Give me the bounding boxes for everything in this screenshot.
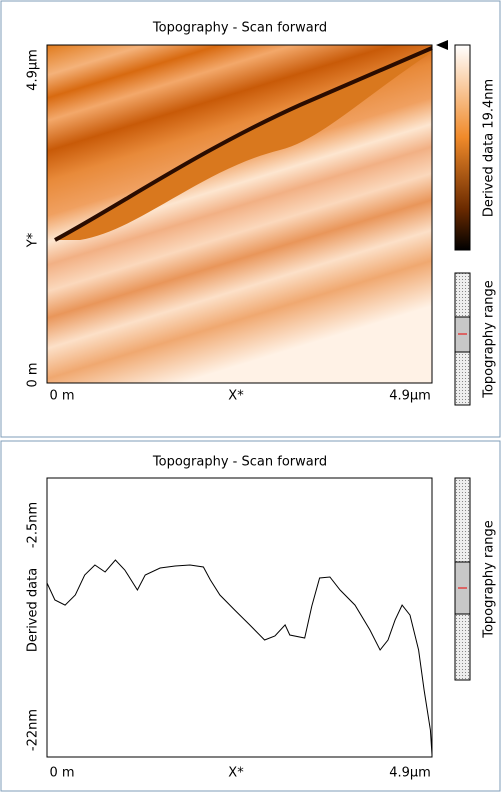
step-edge [54, 46, 433, 242]
colorbar-label: Derived data 19.4nm [482, 79, 497, 217]
axis-label: X* [228, 766, 244, 781]
axis-label: X* [228, 389, 244, 404]
panel-title: Topography - Scan forward [152, 21, 327, 36]
axis-label: 4.9µm [389, 389, 431, 404]
axis-label: 4.9µm [389, 766, 431, 781]
profile-line [46, 559, 433, 756]
axis-label: 4.9µm [26, 49, 41, 91]
axis-label: -22nm [26, 709, 41, 751]
axis-label: 0 m [26, 362, 41, 387]
colorbar [454, 44, 471, 251]
axis-label: Derived data [26, 568, 41, 652]
axis-label: 0 m [49, 389, 74, 404]
panel-title: Topography - Scan forward [152, 455, 327, 470]
image-border [46, 44, 433, 384]
cursor-marker[interactable] [436, 40, 448, 50]
axis-label: Y* [26, 232, 41, 248]
axis-label: -2.5nm [26, 502, 41, 548]
terrace [55, 45, 432, 240]
axis-label: 0 m [49, 766, 74, 781]
plot-area [46, 477, 433, 758]
range-label: Topography range [482, 280, 497, 399]
range-label: Topography range [482, 520, 497, 639]
topography-image [46, 44, 433, 384]
